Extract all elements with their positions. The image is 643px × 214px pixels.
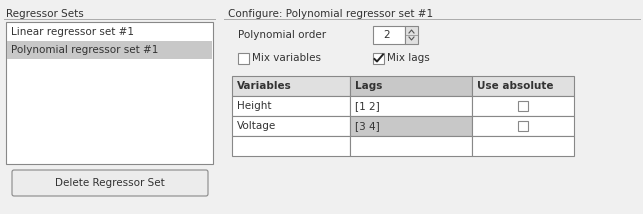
Text: Voltage: Voltage (237, 121, 276, 131)
Text: Polynomial regressor set #1: Polynomial regressor set #1 (11, 45, 158, 55)
Bar (350, 116, 472, 136)
Text: Polynomial order: Polynomial order (238, 30, 326, 40)
Bar (472, 76, 574, 96)
Bar (232, 96, 350, 116)
Bar (350, 96, 472, 116)
Bar (232, 116, 350, 136)
Bar (232, 136, 350, 156)
Bar (472, 116, 574, 136)
Bar (350, 136, 472, 156)
Bar (232, 76, 350, 96)
Text: [1 2]: [1 2] (355, 101, 380, 111)
Text: [3 4]: [3 4] (355, 121, 380, 131)
Bar (238, 52, 249, 64)
Bar (518, 101, 528, 111)
Bar (373, 26, 405, 44)
Text: Mix lags: Mix lags (387, 53, 430, 63)
Text: Height: Height (237, 101, 271, 111)
Bar (350, 76, 472, 96)
Bar (472, 136, 574, 156)
Text: Delete Regressor Set: Delete Regressor Set (55, 178, 165, 188)
Text: Configure: Polynomial regressor set #1: Configure: Polynomial regressor set #1 (228, 9, 433, 19)
Bar (405, 26, 418, 44)
Text: Use absolute: Use absolute (477, 81, 554, 91)
Bar (518, 121, 528, 131)
FancyBboxPatch shape (12, 170, 208, 196)
Text: Regressor Sets: Regressor Sets (6, 9, 84, 19)
Bar (373, 52, 384, 64)
Text: Mix variables: Mix variables (252, 53, 321, 63)
Text: 2: 2 (384, 30, 390, 40)
Bar (7, 41, 212, 59)
Text: Lags: Lags (355, 81, 383, 91)
Bar (6, 22, 213, 164)
Text: Variables: Variables (237, 81, 292, 91)
Text: Linear regressor set #1: Linear regressor set #1 (11, 27, 134, 37)
Bar (472, 96, 574, 116)
